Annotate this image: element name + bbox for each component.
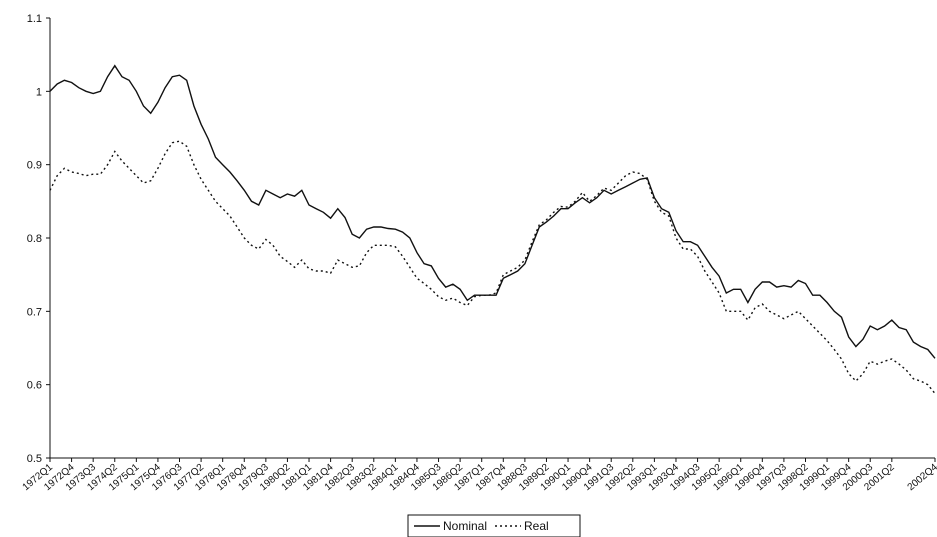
legend-label: Nominal [443, 519, 487, 533]
y-tick-label: 0.6 [27, 380, 42, 392]
y-tick-label: 0.8 [27, 233, 42, 245]
legend-label: Real [524, 519, 549, 533]
x-tick-label: 2002Q4 [906, 462, 937, 494]
y-tick-label: 0.7 [27, 306, 42, 318]
y-tick-label: 0.9 [27, 160, 42, 172]
line-series [49, 64, 936, 359]
y-tick-label: 1 [36, 86, 42, 98]
y-tick-label: 1.1 [27, 13, 42, 25]
line-series [49, 140, 936, 394]
legend: Nominal Real [407, 514, 581, 537]
legend-box [407, 514, 581, 537]
y-tick-label: 0.5 [27, 453, 42, 465]
